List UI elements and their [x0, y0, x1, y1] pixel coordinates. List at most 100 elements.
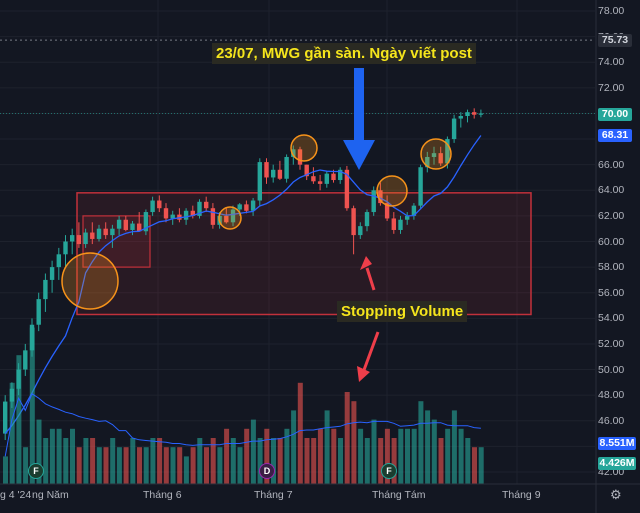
candle-body: [331, 173, 336, 181]
candle-body: [190, 210, 195, 216]
candle-body: [250, 200, 256, 211]
volume-bar: [16, 355, 22, 484]
highlight-circle: [218, 206, 242, 230]
volume-bar: [364, 438, 370, 484]
highlight-circle: [290, 134, 318, 162]
volume-bar: [163, 447, 169, 484]
stopping-volume-annotation: Stopping Volume: [337, 301, 468, 322]
candle-body: [411, 205, 417, 216]
candle-body: [317, 181, 323, 184]
volume-bar: [230, 438, 236, 484]
volume-bar: [210, 438, 216, 484]
volume-bar: [250, 419, 256, 484]
volume-bar: [9, 382, 15, 484]
candle-body: [264, 162, 269, 178]
volume-bar: [445, 428, 451, 484]
volume-bar: [63, 438, 69, 484]
candle-body: [304, 164, 309, 177]
candle-body: [150, 200, 155, 213]
moving-average-line: [4, 135, 482, 435]
stop-arrow-up-head: [360, 256, 372, 270]
candle-body: [311, 176, 316, 182]
volume-bar: [29, 327, 35, 484]
candle-body: [398, 219, 403, 230]
candle-body: [170, 214, 175, 219]
volume-bar: [130, 438, 136, 484]
volume-bar: [56, 428, 62, 484]
volume-bar: [425, 410, 431, 484]
candle-body: [271, 169, 276, 178]
price-tick-label: 52.00: [598, 337, 625, 350]
candle-body: [378, 190, 383, 204]
candle-body: [110, 228, 115, 236]
candle-body: [230, 209, 236, 223]
post-date-annotation: 23/07, MWG gần sàn. Ngày viết post: [212, 43, 476, 64]
volume-bar: [76, 447, 82, 484]
candle-body: [364, 212, 370, 227]
volume-bar: [157, 438, 163, 484]
volume-bar: [143, 447, 149, 484]
candle-body: [3, 401, 8, 434]
candle-body: [96, 228, 102, 239]
volume-bar: [431, 419, 437, 484]
volume-bar: [183, 456, 189, 484]
candle-body: [163, 208, 169, 219]
candle-body: [425, 156, 430, 168]
candle-body: [358, 226, 363, 236]
date-label-aug: Tháng Tám: [372, 489, 426, 501]
event-marker-f[interactable]: F: [28, 463, 44, 479]
candle-body: [338, 169, 343, 181]
candle-body: [391, 218, 396, 230]
volume-bar: [331, 428, 337, 484]
volume-bar: [304, 438, 310, 484]
settings-gear-icon[interactable]: ⚙: [610, 487, 622, 502]
volume-bar: [277, 438, 283, 484]
event-marker-d[interactable]: D: [259, 463, 275, 479]
candle-body: [103, 228, 108, 236]
ma-price-badge: 68.31: [598, 129, 632, 142]
volume-bar: [291, 410, 297, 484]
candle-body: [43, 279, 48, 300]
candle-body: [224, 215, 229, 223]
candle-body: [297, 149, 303, 165]
close-price-badge: 70.00: [598, 108, 632, 121]
candle-body: [197, 201, 202, 216]
volume-bar: [217, 447, 223, 484]
price-tick-label: 56.00: [598, 286, 625, 299]
volume-bar: [378, 438, 384, 484]
candle-body: [83, 232, 88, 245]
date-label-apr: g 4 '24: [0, 489, 32, 501]
candle-body: [244, 204, 249, 211]
candle-body: [405, 215, 410, 220]
dashed-level-badge: 75.73: [598, 34, 632, 47]
volume-bar: [271, 438, 276, 484]
candle-body: [90, 232, 95, 239]
candle-body: [284, 156, 289, 179]
price-tick-label: 58.00: [598, 261, 625, 274]
price-tick-label: 50.00: [598, 363, 625, 376]
volume-bar: [351, 401, 357, 484]
date-label-jul: Tháng 7: [254, 489, 293, 501]
candle-body: [344, 169, 350, 209]
volume-bar: [338, 438, 343, 484]
price-tick-label: 64.00: [598, 184, 625, 197]
volume-bar: [371, 419, 377, 484]
candle-body: [384, 203, 390, 219]
candle-body: [49, 267, 55, 280]
candle-body: [324, 173, 329, 184]
candle-body: [123, 219, 128, 230]
volume-bar: [197, 438, 203, 484]
volume-bar: [204, 447, 209, 484]
volume-bar: [344, 392, 350, 484]
date-label-jun: Tháng 6: [143, 489, 182, 501]
volume-bar: [311, 438, 317, 484]
candle-body: [56, 254, 61, 268]
volume-bar: [284, 428, 290, 484]
event-marker-f[interactable]: F: [381, 463, 397, 479]
candle-body: [204, 201, 209, 209]
candle-body: [458, 116, 463, 119]
volume-bar: [3, 456, 8, 484]
highlight-circle: [420, 138, 452, 170]
price-tick-label: 62.00: [598, 209, 625, 222]
